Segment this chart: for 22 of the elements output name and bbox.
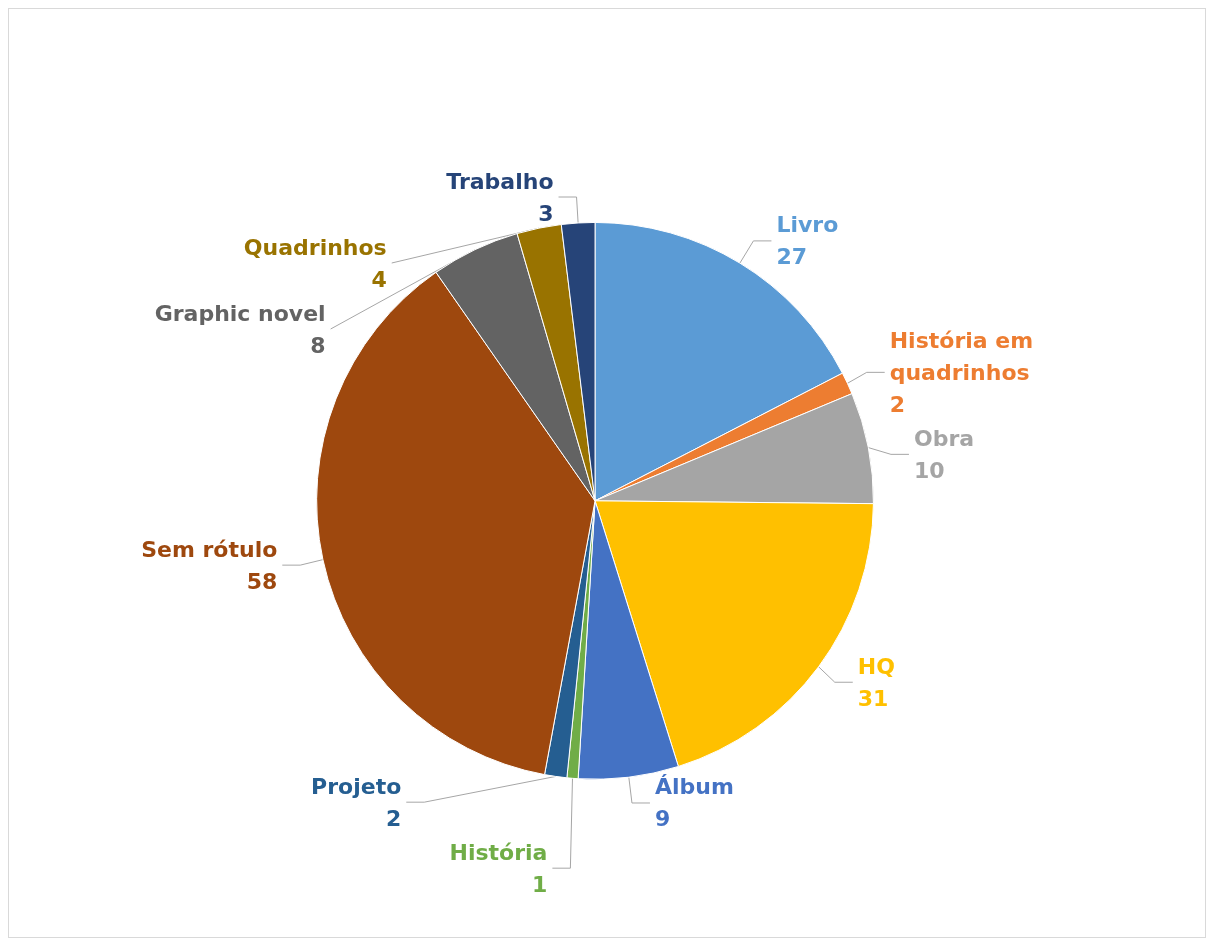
slice-label: HQ — [857, 653, 895, 679]
slice-label: Livro — [776, 212, 839, 238]
slice-label: Álbum — [654, 774, 734, 800]
data-label: 3 — [538, 200, 554, 226]
slice-label: Projeto — [311, 773, 402, 799]
data-label: 4 — [371, 266, 387, 292]
slice-label: História em quadrinhos — [889, 327, 1041, 385]
data-label: 27 — [776, 244, 808, 270]
data-label: 31 — [857, 685, 889, 711]
slice-label: Sem rótulo — [141, 536, 278, 562]
data-label: 10 — [913, 457, 945, 483]
data-label: 9 — [654, 806, 671, 832]
slice-label: Obra — [913, 425, 975, 451]
data-label: 58 — [246, 568, 278, 594]
data-label: 1 — [532, 871, 548, 897]
slice-label: Graphic novel — [154, 300, 326, 326]
data-label: 2 — [889, 391, 906, 417]
data-label: 2 — [385, 805, 402, 831]
slice-label: História — [449, 839, 548, 865]
slice-label: Trabalho — [446, 168, 554, 194]
slice-label: Quadrinhos — [243, 234, 387, 260]
data-label: 8 — [310, 332, 326, 358]
